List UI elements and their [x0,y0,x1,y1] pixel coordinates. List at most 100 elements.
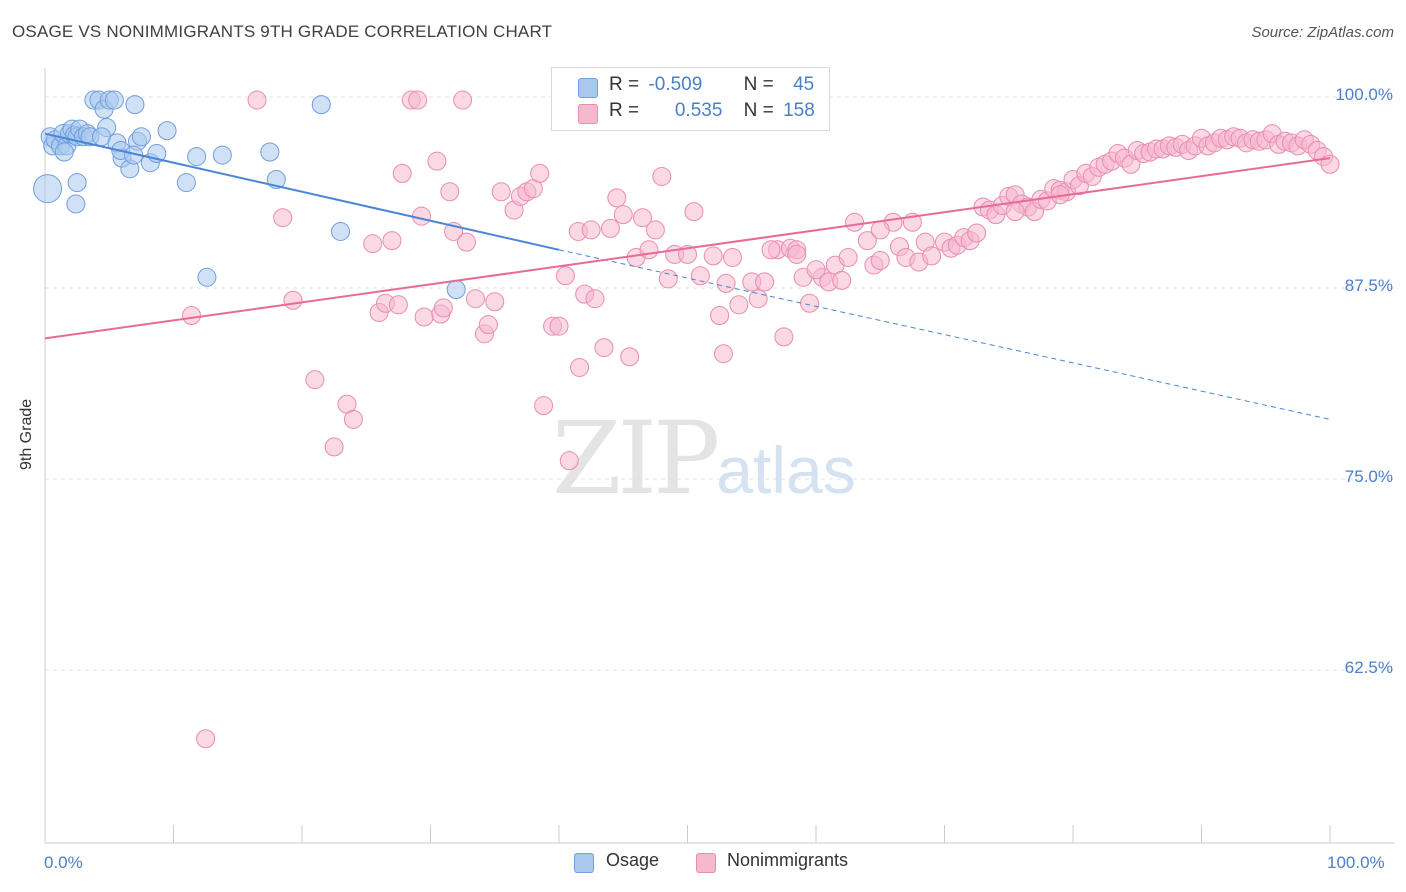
nonimmigrants-point [408,90,428,110]
watermark-atlas: atlas [716,433,856,507]
nonimmigrants-point [485,292,505,312]
nonimmigrants-point [456,232,476,252]
nonimmigrants-point [392,163,412,183]
nonimmigrants-point [703,246,723,266]
osage-legend-row: R = -0.509 N = 45 [609,74,814,100]
watermark: ZIPatlas [552,400,856,517]
nonimmigrants-point [273,208,293,228]
x-tick-label-max: 100.0% [1327,853,1385,872]
nonimmigrants-point [324,437,344,457]
nonimmigrants-point [594,338,614,358]
nonimmigrants-point [343,409,363,429]
nonimmigrants-point [1005,202,1025,222]
nonimmigrants-point [684,202,704,222]
nonimmigrants-point [283,290,303,310]
osage-point [187,147,207,167]
y-tick-label: 62.5% [1344,658,1393,677]
y-tick-label: 75.0% [1344,467,1393,486]
osage-n-label: N = [743,74,774,95]
y-tick-label: 87.5% [1344,276,1393,295]
nonimmigrants-trend-line [44,157,1331,340]
osage-swatch [578,78,598,98]
nonimmigrants-point [585,289,605,309]
nonimmigrants-point [761,240,781,260]
nonimmigrants-point [534,396,554,416]
osage-point [104,90,124,110]
nonimmigrants-point [857,231,877,251]
nonimmigrants-point [465,289,485,309]
nonimmigrants-r-label: R = [609,100,640,121]
nonimmigrants-point [710,306,730,326]
nonimmigrants-point [305,370,325,390]
correlation-legend: R = -0.509 N = 45 R = 0.535 N = 158 [551,67,830,131]
source-label: Source: ZipAtlas.com [1251,24,1394,41]
nonimmigrants-point [845,212,865,232]
nonimmigrants-point [491,182,511,202]
nonimmigrants-point [555,266,575,286]
nonimmigrants-point [832,270,852,290]
nonimmigrants-point [412,206,432,226]
osage-n-value: 45 [793,74,815,95]
nonimmigrants-point [722,247,742,267]
nonimmigrants-point [363,234,383,254]
bottom-nonimmigrants-swatch [696,853,716,873]
nonimmigrants-point [581,220,601,240]
osage-point [131,127,151,147]
nonimmigrants-point [645,220,665,240]
trend-lines [44,132,1331,420]
chart-title: OSAGE VS NONIMMIGRANTS 9TH GRADE CORRELA… [12,22,553,41]
osage-point [446,280,466,300]
osage-point [67,173,87,193]
osage-point [331,221,351,241]
nonimmigrants-point [181,306,201,326]
axes [44,68,1395,844]
osage-point [33,174,63,204]
nonimmigrants-point [613,205,633,225]
nonimmigrants-point [870,220,890,240]
nonimmigrants-point [806,260,826,280]
osage-r-value: -0.509 [648,74,703,95]
nonimmigrants-series [181,90,1340,749]
osage-point [157,121,177,141]
nonimmigrants-point [690,266,710,286]
nonimmigrants-point [1320,154,1340,174]
osage-point [66,194,86,214]
nonimmigrants-point [607,188,627,208]
osage-r-label: R = [609,74,640,95]
nonimmigrants-point [870,250,890,270]
nonimmigrants-n-label: N = [743,100,774,121]
nonimmigrants-point [838,247,858,267]
nonimmigrants-point [388,295,408,315]
nonimmigrants-n-value: 158 [783,100,815,121]
nonimmigrants-point [559,451,579,471]
nonimmigrants-point [427,151,447,171]
nonimmigrants-point [922,246,942,266]
nonimmigrants-point [967,223,987,243]
nonimmigrants-point [748,289,768,309]
nonimmigrants-point [716,273,736,293]
nonimmigrants-point [774,327,794,347]
nonimmigrants-swatch [578,104,598,124]
x-tick-label-min: 0.0% [44,853,83,872]
nonimmigrants-point [800,293,820,313]
watermark-zip: ZIP [552,400,720,517]
osage-trend-extension [558,249,1331,420]
nonimmigrants-point [729,295,749,315]
y-axis-label: 9th Grade [18,398,35,470]
nonimmigrants-point [652,166,672,186]
nonimmigrants-point [658,269,678,289]
nonimmigrants-point [755,272,775,292]
nonimmigrants-point [433,298,453,318]
osage-point [311,95,331,115]
nonimmigrants-point [196,729,216,749]
nonimmigrants-point [639,240,659,260]
osage-point [260,142,280,162]
osage-point [176,173,196,193]
nonimmigrants-r-value: 0.535 [674,100,723,121]
nonimmigrants-point [633,208,653,228]
nonimmigrants-point [549,316,569,336]
nonimmigrants-point [713,344,733,364]
nonimmigrants-point [620,347,640,367]
nonimmigrants-point [247,90,267,110]
gridlines [45,96,1395,671]
